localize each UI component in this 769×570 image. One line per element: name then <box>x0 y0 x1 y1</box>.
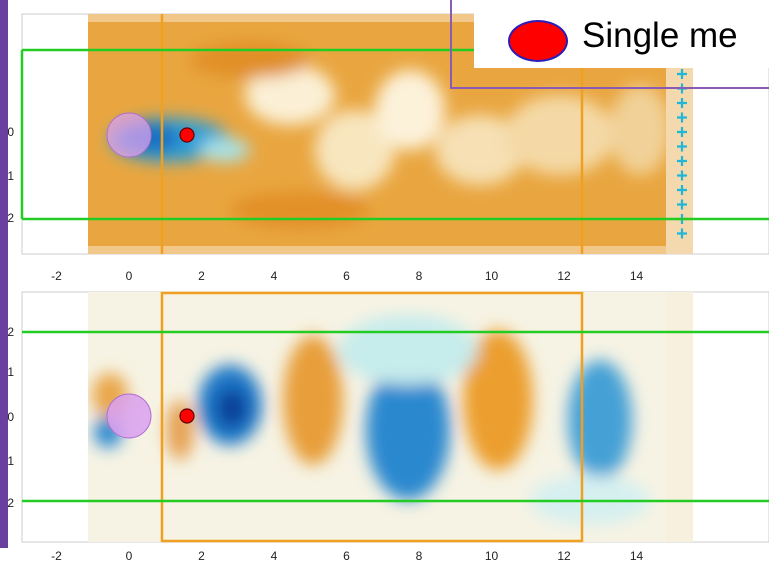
x-tick-label: 8 <box>416 549 423 563</box>
y-tick-label: 2 <box>7 496 14 510</box>
outflow-marker-icon <box>677 199 687 210</box>
x-tick-label: 0 <box>126 269 133 283</box>
outflow-marker-icon <box>677 170 687 181</box>
bottom-cold-blob-2 <box>366 360 450 500</box>
bottom-cold-blob-1-core <box>216 388 248 428</box>
top-outflow-markers <box>677 69 687 239</box>
y-tick-label: 1 <box>7 365 14 379</box>
top-dark-band-1 <box>190 42 310 78</box>
legend-frame <box>450 0 769 89</box>
top-sensor-point <box>179 127 195 143</box>
x-tick-label: 0 <box>126 549 133 563</box>
y-tick-label: 2 <box>7 325 14 339</box>
x-tick-label: 10 <box>485 549 499 563</box>
bottom-orange-box <box>160 291 584 543</box>
top-pale-wake-3 <box>375 70 445 150</box>
x-tick-label: 10 <box>485 269 499 283</box>
bottom-cylinder <box>106 393 152 439</box>
bottom-sensor-point <box>179 408 195 424</box>
x-tick-label: 2 <box>198 549 205 563</box>
top-pale-wake-4 <box>435 115 525 185</box>
outflow-marker-icon <box>677 156 687 166</box>
x-tick-label: 6 <box>343 269 350 283</box>
x-tick-label: -2 <box>51 269 62 283</box>
top-hatch-bottom <box>88 246 693 254</box>
y-tick-label: 1 <box>7 169 14 183</box>
top-pale-wake-6 <box>610 85 670 175</box>
top-cylinder <box>106 112 152 158</box>
x-tick-label: -2 <box>51 549 62 563</box>
bottom-cold-blob-3 <box>568 360 632 480</box>
top-pale-wake-1 <box>245 65 335 125</box>
x-tick-label: 12 <box>557 269 571 283</box>
x-tick-label: 6 <box>343 549 350 563</box>
bottom-warm-blob-1 <box>283 335 343 465</box>
top-dark-band-2 <box>230 192 370 228</box>
x-tick-label: 4 <box>271 269 278 283</box>
legend-marker-icon <box>508 20 568 62</box>
x-tick-label: 12 <box>557 549 571 563</box>
y-tick-label: 1 <box>7 454 14 468</box>
outflow-marker-icon <box>677 141 687 152</box>
bottom-outflow-strip <box>666 292 693 542</box>
outflow-marker-icon <box>677 228 687 239</box>
outflow-marker-icon <box>677 98 687 108</box>
top-cold-tail <box>200 138 250 162</box>
top-pale-wake-2 <box>315 110 395 190</box>
legend-label: Single me <box>582 16 738 55</box>
y-tick-label: 0 <box>7 125 14 139</box>
x-tick-label: 14 <box>630 269 644 283</box>
top-hatch-top <box>88 14 693 22</box>
outflow-marker-icon <box>677 127 687 137</box>
outflow-marker-icon <box>677 69 687 79</box>
y-tick-label: 2 <box>7 211 14 225</box>
x-tick-label: 8 <box>416 269 423 283</box>
outflow-marker-icon <box>677 185 687 195</box>
bottom-warm-blob-2 <box>463 330 533 470</box>
outflow-marker-icon <box>677 112 687 123</box>
top-pale-wake-5 <box>505 95 615 175</box>
x-tick-label: 4 <box>271 549 278 563</box>
top-panel: -2 0 2 4 6 8 10 12 14 012 <box>7 13 769 283</box>
x-tick-label: 2 <box>198 269 205 283</box>
sidebar-bar <box>0 0 8 548</box>
x-tick-label: 14 <box>630 549 644 563</box>
bottom-cyan-halo-1 <box>338 315 478 385</box>
y-tick-label: 0 <box>7 410 14 424</box>
